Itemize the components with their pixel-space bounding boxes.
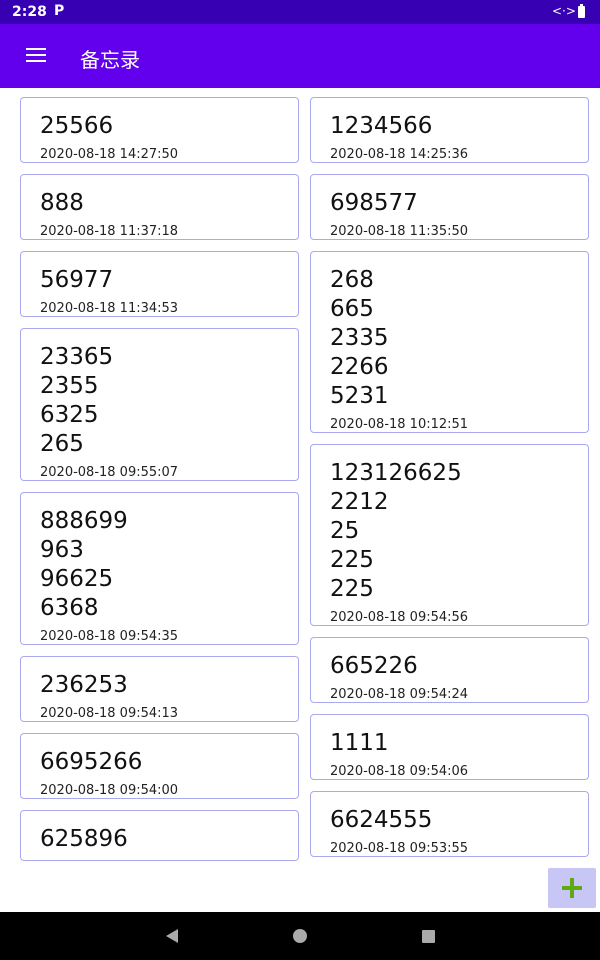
memo-card[interactable]: 625896 [20, 810, 299, 861]
memo-timestamp: 2020-08-18 10:12:51 [330, 417, 469, 432]
memo-card[interactable]: 698577 2020-08-18 11:35:50 [310, 174, 589, 240]
memo-card[interactable]: 665226 2020-08-18 09:54:24 [310, 637, 589, 703]
memo-timestamp: 2020-08-18 11:34:53 [40, 301, 179, 316]
back-icon[interactable] [166, 929, 178, 943]
memo-card[interactable]: 1234566 2020-08-18 14:25:36 [310, 97, 589, 163]
hamburger-menu-icon[interactable] [26, 46, 48, 64]
memo-content: 665226 [330, 653, 418, 679]
memo-timestamp: 2020-08-18 09:55:07 [40, 465, 179, 480]
battery-icon [578, 4, 585, 18]
memo-card[interactable]: 888 2020-08-18 11:37:18 [20, 174, 299, 240]
memo-column-right: 1234566 2020-08-18 14:25:36 698577 2020-08-… [310, 97, 589, 868]
status-time: 2:28 [12, 4, 47, 20]
memo-content: 698577 [330, 190, 418, 216]
memo-content: 6624555 [330, 807, 433, 833]
memo-column-left: 25566 2020-08-18 14:27:50 888 2020-08-18 11… [20, 97, 299, 872]
memo-card[interactable]: 6624555 2020-08-18 09:53:55 [310, 791, 589, 857]
memo-content: 56977 [40, 267, 114, 293]
memo-card[interactable]: 268 665 2335 2266 5231 2020-08-18 10:12:5… [310, 251, 589, 433]
memo-timestamp: 2020-08-18 09:53:55 [330, 841, 469, 856]
memo-list[interactable]: 25566 2020-08-18 14:27:50 888 2020-08-18 11… [0, 88, 600, 912]
navigation-bar [0, 912, 600, 960]
memo-timestamp: 2020-08-18 09:54:35 [40, 629, 179, 644]
memo-timestamp: 2020-08-18 11:37:18 [40, 224, 179, 239]
memo-card[interactable]: 6695266 2020-08-18 09:54:00 [20, 733, 299, 799]
memo-content: 888699 963 96625 6368 [40, 508, 128, 621]
memo-timestamp: 2020-08-18 09:54:06 [330, 764, 469, 779]
memo-card[interactable]: 123126625 2212 25 225 225 2020-08-18 09:5… [310, 444, 589, 626]
memo-content: 123126625 2212 25 225 225 [330, 460, 462, 602]
status-bar: 2:28 P <·> [0, 0, 600, 24]
memo-card[interactable]: 1111 2020-08-18 09:54:06 [310, 714, 589, 780]
memo-card[interactable]: 56977 2020-08-18 11:34:53 [20, 251, 299, 317]
page-title: 备忘录 [80, 48, 140, 72]
memo-timestamp: 2020-08-18 14:25:36 [330, 147, 469, 162]
home-icon[interactable] [293, 929, 307, 943]
memo-card[interactable]: 236253 2020-08-18 09:54:13 [20, 656, 299, 722]
memo-content: 1111 [330, 730, 389, 756]
add-memo-button[interactable] [548, 868, 596, 908]
memo-timestamp: 2020-08-18 09:54:24 [330, 687, 469, 702]
notification-p-icon: P [54, 3, 65, 19]
memo-content: 23365 2355 6325 265 [40, 344, 114, 457]
memo-content: 888 [40, 190, 84, 216]
memo-content: 25566 [40, 113, 114, 139]
memo-timestamp: 2020-08-18 11:35:50 [330, 224, 469, 239]
memo-card[interactable]: 25566 2020-08-18 14:27:50 [20, 97, 299, 163]
memo-card[interactable]: 888699 963 96625 6368 2020-08-18 09:54:35 [20, 492, 299, 645]
memo-content: 6695266 [40, 749, 143, 775]
memo-timestamp: 2020-08-18 14:27:50 [40, 147, 179, 162]
memo-content: 1234566 [330, 113, 433, 139]
app-bar: 备忘录 [0, 24, 600, 88]
memo-content: 236253 [40, 672, 128, 698]
memo-content: 268 665 2335 2266 5231 [330, 267, 389, 409]
memo-timestamp: 2020-08-18 09:54:56 [330, 610, 469, 625]
memo-content: 625896 [40, 826, 128, 852]
memo-card[interactable]: 23365 2355 6325 265 2020-08-18 09:55:07 [20, 328, 299, 481]
memo-timestamp: 2020-08-18 09:54:13 [40, 706, 179, 721]
code-icon: <·> [552, 4, 576, 18]
memo-timestamp: 2020-08-18 09:54:00 [40, 783, 179, 798]
recents-icon[interactable] [422, 930, 435, 943]
